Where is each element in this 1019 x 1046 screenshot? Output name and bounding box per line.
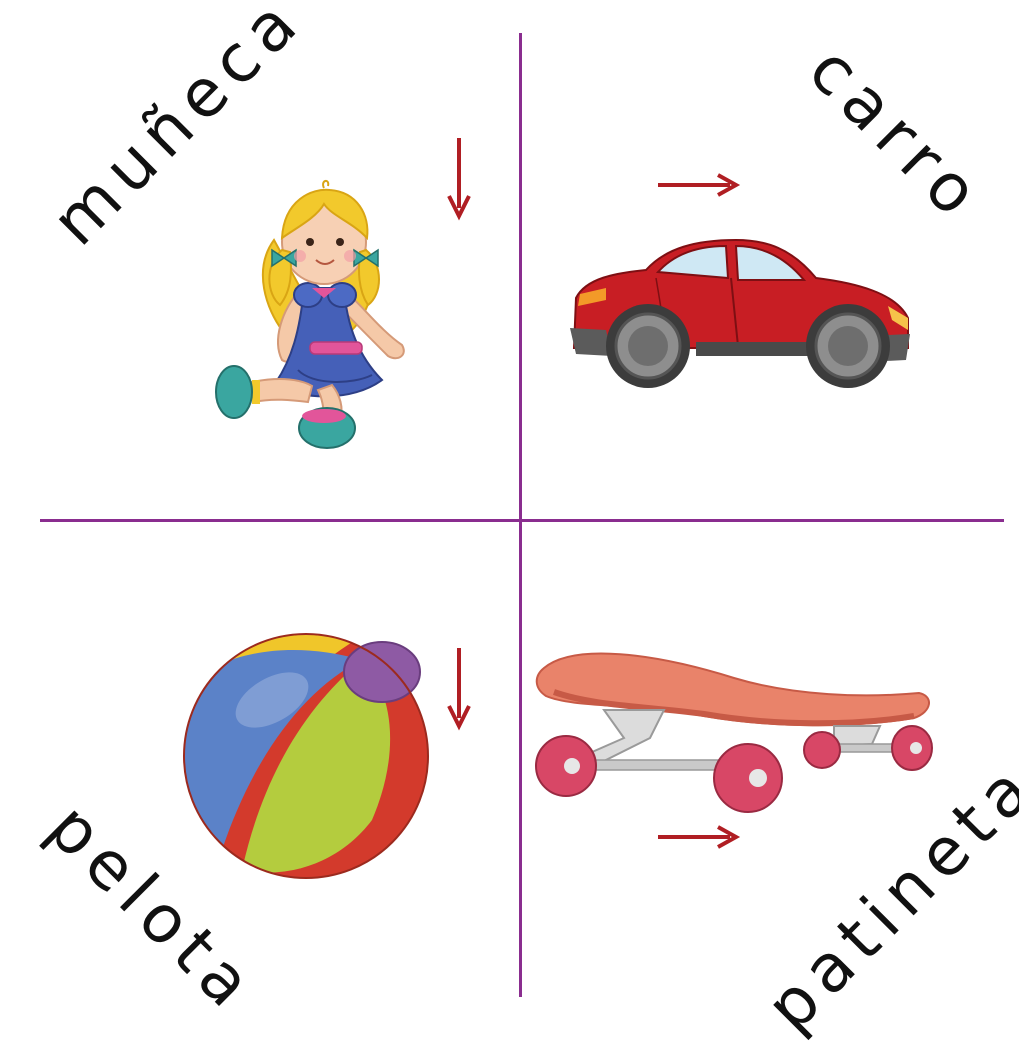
beach-ball-illustration — [183, 633, 429, 879]
arrow-right-icon — [658, 825, 741, 849]
label-skateboard: patineta — [751, 745, 1019, 1046]
arrow-down-icon — [447, 138, 471, 221]
doll-illustration — [215, 180, 405, 449]
arrow-down-icon — [447, 648, 471, 731]
arrow-right-icon — [658, 173, 741, 197]
car-illustration — [570, 238, 910, 388]
horizontal-divider — [40, 519, 1004, 522]
skateboard-illustration — [535, 652, 933, 813]
vertical-divider — [519, 33, 522, 997]
label-car: carro — [793, 31, 1000, 237]
